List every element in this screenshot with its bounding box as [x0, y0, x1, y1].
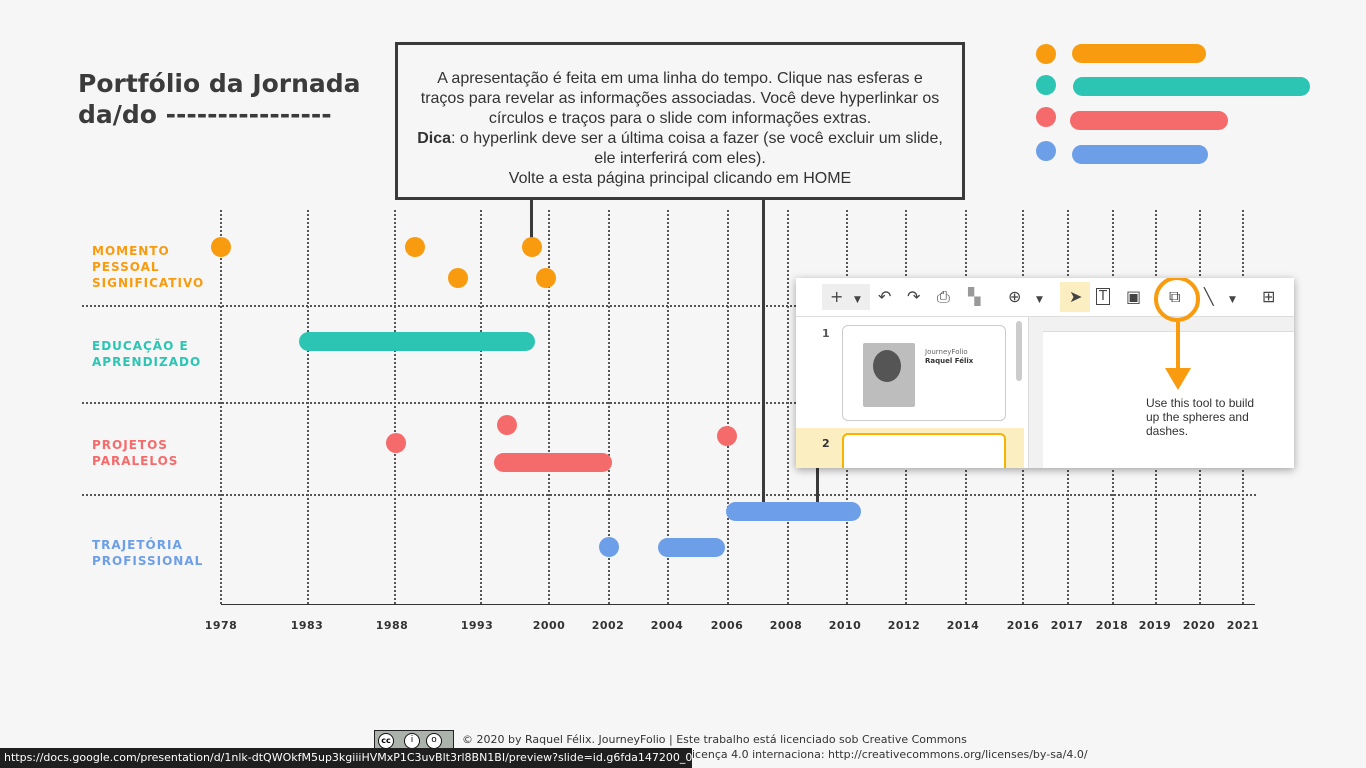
- year-label: 2017: [1050, 619, 1084, 632]
- legend-red-bar[interactable]: [1070, 111, 1228, 130]
- plus-icon[interactable]: +: [830, 287, 844, 306]
- year-label: 2004: [650, 619, 684, 632]
- connector-line: [762, 200, 765, 505]
- slide-number: 1: [822, 327, 830, 340]
- print-icon[interactable]: ⎙: [937, 287, 950, 306]
- slide-thumbnail-2[interactable]: [842, 433, 1006, 468]
- thumbnails-scrollbar[interactable]: [1016, 321, 1022, 381]
- cursor-icon[interactable]: ➤: [1069, 287, 1083, 306]
- arrow-shaft: [1176, 322, 1180, 372]
- redo-icon[interactable]: ↷: [907, 287, 921, 306]
- year-label: 2008: [769, 619, 803, 632]
- editor-screenshot: + ▼ ↶ ↷ ⎙ ▚ ⊕ ▼ ➤ T ▣ ⧉ ╲ ▼ ⊞ 1 JourneyF…: [796, 278, 1294, 468]
- timeline-dash-projetos[interactable]: [494, 453, 612, 472]
- undo-icon[interactable]: ↶: [878, 287, 892, 306]
- year-label: 1988: [375, 619, 409, 632]
- timeline-dash-educacao[interactable]: [299, 332, 535, 351]
- cc-icon: cc: [378, 733, 394, 749]
- legend-teal-bar[interactable]: [1073, 77, 1310, 96]
- year-label: 2012: [887, 619, 921, 632]
- year-label: 2010: [828, 619, 862, 632]
- category-label-projetos: PROJETOS PARALELOS: [92, 438, 179, 468]
- timeline-sphere-pessoal[interactable]: [211, 237, 231, 257]
- slide-thumb-subtitle: Raquel Félix: [925, 357, 974, 365]
- footer-credits: © 2020 by Raquel Félix. JourneyFolio | E…: [462, 732, 1088, 762]
- year-label: 2002: [591, 619, 625, 632]
- timeline-sphere-profissional[interactable]: [599, 537, 619, 557]
- year-label: 2000: [532, 619, 566, 632]
- add-comment-icon[interactable]: ⊞: [1262, 287, 1276, 306]
- tool-hint-text: Use this tool to build up the spheres an…: [1146, 396, 1255, 438]
- editor-toolbar: + ▼ ↶ ↷ ⎙ ▚ ⊕ ▼ ➤ T ▣ ⧉ ╲ ▼ ⊞: [796, 278, 1294, 317]
- tip-label: Dica: [417, 130, 452, 147]
- year-label: 2016: [1006, 619, 1040, 632]
- legend-red-dot[interactable]: [1036, 107, 1056, 127]
- by-icon: i: [404, 733, 420, 749]
- arrow-down-icon: [1165, 368, 1191, 390]
- tip-text: : o hyperlink deve ser a última coisa a …: [451, 130, 943, 167]
- textbox-icon[interactable]: T: [1096, 288, 1110, 305]
- year-label: 1978: [204, 619, 238, 632]
- timeline-sphere-pessoal[interactable]: [522, 237, 542, 257]
- timeline-dash-profissional[interactable]: [658, 538, 725, 557]
- highlight-circle: [1154, 278, 1200, 322]
- timeline-axis: [221, 604, 1255, 605]
- slide-thumb-title: JourneyFolio: [925, 348, 968, 356]
- footer-line-2: icença 4.0 internaciona: http://creative…: [692, 748, 1088, 761]
- timeline-sphere-pessoal[interactable]: [536, 268, 556, 288]
- category-label-profissional: TRAJETÓRIA PROFISSIONAL: [92, 538, 204, 568]
- sa-icon: o: [426, 733, 442, 749]
- timeline-sphere-projetos[interactable]: [497, 415, 517, 435]
- line-icon[interactable]: ╲: [1204, 287, 1214, 306]
- instructions-box: A apresentação é feita em uma linha do t…: [395, 42, 965, 200]
- legend-teal-dot[interactable]: [1036, 75, 1056, 95]
- timeline-sphere-pessoal[interactable]: [405, 237, 425, 257]
- chevron-down-icon[interactable]: ▼: [854, 295, 861, 305]
- timeline-sphere-projetos[interactable]: [386, 433, 406, 453]
- zoom-icon[interactable]: ⊕: [1008, 287, 1022, 306]
- vertical-ruler: [1029, 331, 1043, 468]
- year-label: 1983: [290, 619, 324, 632]
- category-label-pessoal: MOMENTO PESSOAL SIGNIFICATIVO: [92, 244, 205, 290]
- page-title: Portfólio da Jornada da/do -------------…: [78, 69, 361, 129]
- year-label: 2020: [1182, 619, 1216, 632]
- legend-blue-dot[interactable]: [1036, 141, 1056, 161]
- year-label: 2019: [1138, 619, 1172, 632]
- instructions-home: Volte a esta página principal clicando e…: [508, 170, 852, 187]
- timeline-dash-profissional[interactable]: [726, 502, 861, 521]
- legend-orange-dot[interactable]: [1036, 44, 1056, 64]
- slide-thumbnails: 1 JourneyFolio Raquel Félix 2: [796, 317, 1029, 468]
- legend-blue-bar[interactable]: [1072, 145, 1208, 164]
- portrait-face: [873, 350, 901, 382]
- year-label: 2018: [1095, 619, 1129, 632]
- instructions-text: A apresentação é feita em uma linha do t…: [420, 70, 940, 127]
- legend-orange-bar[interactable]: [1072, 44, 1206, 63]
- year-label: 2014: [946, 619, 980, 632]
- timeline-sphere-pessoal[interactable]: [448, 268, 468, 288]
- footer-line-1: © 2020 by Raquel Félix. JourneyFolio | E…: [462, 733, 967, 746]
- year-label: 2006: [710, 619, 744, 632]
- slide-thumbnail-1[interactable]: JourneyFolio Raquel Félix: [842, 325, 1006, 421]
- status-url: https://docs.google.com/presentation/d/1…: [0, 748, 692, 768]
- chevron-down-icon[interactable]: ▼: [1229, 295, 1236, 305]
- category-label-educacao: EDUCAÇÃO E APRENDIZADO: [92, 339, 202, 369]
- slide-number: 2: [822, 437, 830, 450]
- chevron-down-icon[interactable]: ▼: [1036, 295, 1043, 305]
- year-label: 2021: [1226, 619, 1260, 632]
- year-label: 1993: [460, 619, 494, 632]
- connector-line: [530, 200, 533, 238]
- image-icon[interactable]: ▣: [1126, 287, 1142, 306]
- paint-format-icon[interactable]: ▚: [968, 287, 981, 306]
- slide-canvas[interactable]: Use this tool to build up the spheres an…: [1044, 333, 1294, 468]
- timeline-sphere-projetos[interactable]: [717, 426, 737, 446]
- connector-line: [816, 468, 819, 504]
- ruler: [1029, 317, 1294, 332]
- instructions-tip: Dica: o hyperlink deve ser a última cois…: [414, 129, 946, 169]
